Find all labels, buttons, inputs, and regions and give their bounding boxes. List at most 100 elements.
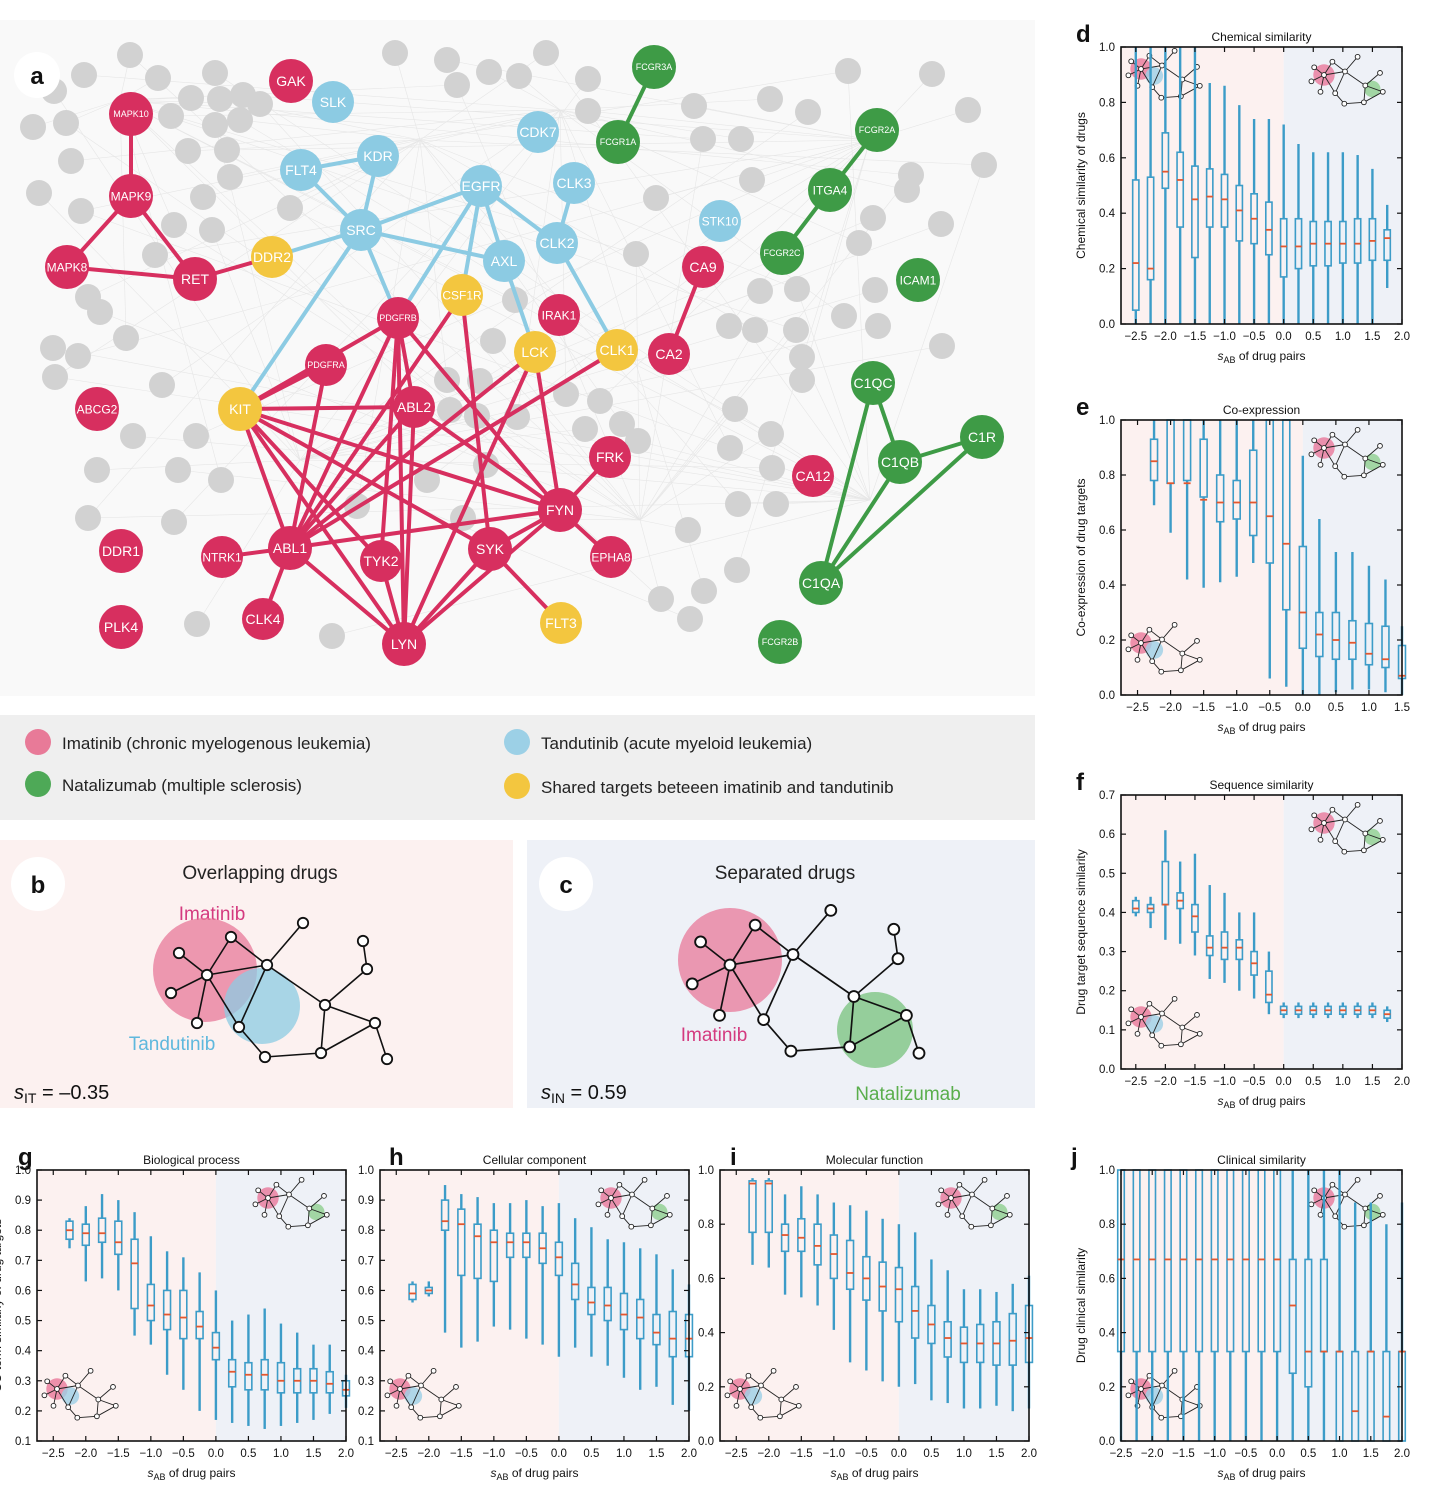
x-tick-label: −2.5 — [42, 1448, 65, 1460]
inset-node — [1341, 1223, 1348, 1230]
box-i — [1008, 1283, 1017, 1412]
network-node-circle — [538, 488, 582, 532]
inset-edge — [420, 1415, 440, 1419]
inset-edge — [607, 1197, 612, 1215]
network-node: ABL1 — [268, 526, 312, 570]
schematic-edge — [762, 1019, 792, 1052]
box-iqr — [1304, 1258, 1313, 1388]
y-tick-label: 0.8 — [1099, 470, 1115, 482]
network-node-label: GAK — [276, 73, 306, 89]
inset-edge — [1161, 1043, 1181, 1047]
x-axis-label: sAB of drug pairs — [490, 1466, 578, 1482]
network-node-circle — [483, 240, 525, 282]
box-d — [1235, 105, 1244, 324]
network-node-circle — [538, 294, 580, 336]
background-node — [716, 313, 742, 339]
inset-edge — [1344, 1179, 1358, 1195]
plot-frame — [719, 1169, 1030, 1442]
network-node: RET — [173, 257, 217, 301]
box-iqr — [1220, 173, 1229, 228]
box-h — [652, 1254, 661, 1387]
inset-node — [75, 1382, 81, 1389]
inset-edge — [992, 1195, 1008, 1209]
inset-node — [1377, 70, 1383, 76]
schematic-edge — [792, 909, 832, 956]
inset-edge — [1363, 464, 1384, 476]
inset-edge — [1365, 820, 1381, 834]
inset-edge — [1161, 669, 1181, 673]
inset-edge — [441, 1399, 459, 1407]
inset-edge — [1161, 998, 1175, 1014]
x-tick-label: −1.0 — [822, 1448, 845, 1460]
inset-node — [608, 1195, 614, 1201]
inset-node — [981, 1176, 988, 1183]
x-tick-label: −1.0 — [1213, 1076, 1236, 1088]
inset-edge — [278, 1194, 290, 1217]
y-tick-label: 0.1 — [1099, 1025, 1115, 1037]
box-iqr — [554, 1241, 564, 1277]
x-tick-label: 0.5 — [240, 1448, 256, 1460]
x-axis-label: sAB of drug pairs — [1217, 720, 1305, 736]
panel-b-letter: b — [31, 872, 46, 899]
network-node-label: C1QB — [881, 454, 919, 470]
network-node: C1QB — [878, 440, 922, 484]
x-axis-label-symbol: s — [1217, 1466, 1223, 1480]
x-tick-label: −1.5 — [450, 1448, 473, 1460]
inset-node — [453, 1384, 459, 1390]
inset-edge — [1344, 819, 1366, 834]
inset-node — [1342, 68, 1348, 75]
inset-node — [1149, 1032, 1156, 1039]
network-node-label: RET — [181, 271, 209, 287]
network-node: SRC — [340, 209, 382, 251]
x-tick-label: 2.0 — [1394, 1448, 1410, 1460]
inset-node — [988, 1222, 994, 1229]
background-node — [444, 72, 470, 98]
positive-region — [558, 1170, 689, 1441]
background-node — [476, 59, 502, 85]
network-node-circle — [792, 455, 834, 497]
box-d — [1220, 85, 1229, 324]
inset-drug-b — [1145, 1015, 1164, 1033]
network-edge — [379, 316, 400, 563]
network-node-label: CLK3 — [556, 175, 591, 191]
y-tick-label: 0.4 — [1099, 580, 1116, 592]
inset-drug-b — [308, 1203, 325, 1221]
schematic-node — [685, 977, 699, 991]
box-h — [603, 1239, 612, 1366]
box-h — [505, 1203, 515, 1330]
background-node — [142, 242, 168, 268]
panel-letter: h — [389, 1144, 404, 1171]
inset-node — [1354, 53, 1361, 60]
inset-node — [1125, 1020, 1132, 1027]
box-iqr — [473, 1223, 482, 1280]
schematic-node — [314, 1046, 328, 1060]
box-i — [764, 1178, 774, 1268]
schematic-edge — [374, 1022, 388, 1060]
background-node — [184, 611, 210, 637]
box-d — [1131, 47, 1140, 324]
network-node-circle — [596, 329, 638, 371]
inset-node — [408, 1404, 415, 1411]
inset-node — [1329, 1181, 1336, 1188]
inset-edge — [650, 1214, 671, 1226]
inset-edge — [781, 1386, 797, 1400]
network-node-circle — [201, 536, 243, 578]
background-node — [178, 85, 204, 111]
background-node — [971, 152, 997, 178]
inset-drug-b — [991, 1203, 1008, 1221]
network-node-label: C1R — [968, 429, 996, 445]
inset-node — [1158, 94, 1165, 101]
y-tick-label: 0.6 — [15, 1285, 31, 1297]
box-h — [619, 1242, 629, 1378]
box-d — [1205, 83, 1214, 324]
x-axis-label-subscript: AB — [153, 1472, 165, 1482]
inset-node — [1311, 1187, 1318, 1194]
background-node — [75, 505, 101, 531]
inset-edge — [652, 1208, 670, 1216]
y-tick-label: 0.4 — [1099, 907, 1116, 919]
inset-node — [305, 1222, 311, 1229]
box-i — [797, 1186, 806, 1298]
inset-node — [95, 1396, 102, 1403]
box-iqr — [1146, 176, 1155, 281]
background-node — [84, 457, 110, 483]
